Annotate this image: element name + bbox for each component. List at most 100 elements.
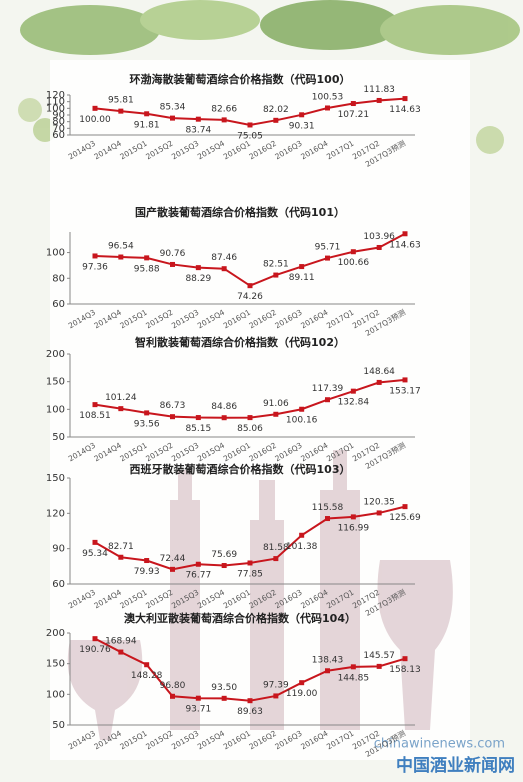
data-label: 93.71 — [185, 705, 211, 715]
data-label: 97.39 — [263, 680, 289, 690]
chart-title: 国产散装葡萄酒综合价格指数（代码101） — [135, 205, 345, 219]
data-label: 91.81 — [134, 120, 160, 130]
data-label: 85.34 — [160, 103, 186, 113]
point — [402, 656, 408, 662]
watermark: chinawinenews.com 中国酒业新闻网 — [374, 737, 515, 777]
y-tick-label: 60 — [52, 130, 65, 141]
y-tick-label: 110 — [46, 97, 65, 108]
point — [144, 410, 150, 416]
watermark-name: 中国酒业新闻网 — [396, 755, 515, 776]
data-label: 85.15 — [185, 424, 211, 434]
chart-title: 智利散装葡萄酒综合价格指数（代码102） — [135, 335, 345, 349]
y-tick-label: 90 — [52, 110, 65, 121]
data-label: 86.73 — [160, 401, 186, 411]
point — [350, 664, 356, 670]
y-tick-label: 90 — [52, 544, 65, 555]
point — [170, 261, 175, 267]
data-label: 93.56 — [134, 419, 160, 429]
point — [350, 249, 356, 255]
data-label: 103.96 — [363, 232, 395, 242]
y-tick-label: 150 — [46, 377, 65, 388]
y-tick-label: 70 — [52, 123, 65, 134]
point — [170, 693, 175, 699]
y-tick-label: 50 — [52, 432, 65, 443]
point — [325, 668, 330, 674]
chart-title: 澳大利亚散装葡萄酒综合价格指数（代码104） — [124, 611, 356, 625]
point — [118, 649, 124, 655]
point — [221, 415, 227, 421]
point — [170, 115, 175, 121]
point — [170, 414, 175, 420]
data-label: 95.81 — [108, 96, 134, 106]
data-label: 93.50 — [211, 683, 237, 693]
y-tick-label: 100 — [46, 103, 65, 114]
data-label: 77.85 — [237, 569, 263, 579]
data-label: 115.58 — [312, 503, 344, 513]
data-label: 79.93 — [134, 567, 160, 577]
point — [170, 566, 175, 572]
y-tick-label: 100 — [46, 248, 65, 259]
data-label: 111.83 — [363, 85, 395, 95]
data-label: 116.99 — [338, 523, 370, 533]
point — [350, 514, 356, 520]
data-label: 117.39 — [312, 384, 344, 394]
data-label: 96.54 — [108, 242, 134, 252]
data-label: 90.76 — [160, 249, 186, 259]
data-label: 97.36 — [82, 262, 108, 272]
point — [221, 266, 227, 272]
data-label: 88.29 — [185, 274, 211, 284]
data-label: 101.38 — [286, 542, 318, 552]
data-label: 108.51 — [79, 411, 111, 421]
data-label: 95.71 — [315, 243, 341, 253]
point — [325, 105, 330, 111]
data-label: 84.86 — [211, 402, 237, 412]
point — [92, 105, 98, 111]
data-label: 76.77 — [185, 571, 211, 581]
point — [376, 379, 382, 385]
data-label: 138.43 — [312, 655, 344, 665]
data-label: 153.17 — [389, 386, 421, 396]
data-label: 75.05 — [237, 131, 263, 141]
point — [273, 693, 279, 699]
data-label: 89.11 — [289, 273, 315, 283]
y-tick-label: 200 — [46, 628, 65, 639]
data-label: 119.00 — [286, 689, 318, 699]
point — [118, 554, 124, 560]
point — [118, 108, 124, 114]
point — [144, 111, 150, 117]
data-label: 95.88 — [134, 264, 160, 274]
y-tick-label: 50 — [52, 720, 65, 731]
data-label: 101.24 — [105, 393, 137, 403]
point — [118, 254, 124, 260]
point — [195, 561, 201, 567]
point — [273, 556, 279, 562]
point — [247, 560, 253, 566]
point — [376, 510, 382, 516]
y-tick-label: 80 — [52, 273, 65, 284]
point — [247, 283, 253, 289]
point — [221, 695, 227, 701]
point — [299, 532, 305, 538]
data-label: 114.63 — [389, 105, 421, 115]
point — [195, 415, 201, 421]
data-label: 90.31 — [289, 121, 315, 131]
point — [299, 112, 305, 118]
data-label: 120.35 — [363, 497, 395, 507]
data-label: 100.66 — [338, 258, 370, 268]
data-label: 114.63 — [389, 240, 421, 250]
data-label: 190.76 — [79, 645, 111, 655]
y-tick-label: 120 — [46, 508, 65, 519]
data-label: 100.16 — [286, 416, 318, 426]
data-label: 82.71 — [108, 542, 134, 552]
data-label: 82.66 — [211, 104, 237, 114]
point — [402, 96, 408, 102]
leaves — [18, 0, 520, 154]
point — [144, 255, 150, 261]
data-label: 95.34 — [82, 549, 108, 559]
point — [376, 97, 382, 103]
point — [376, 663, 382, 669]
point — [273, 272, 279, 278]
point — [402, 377, 408, 383]
point — [144, 558, 150, 564]
